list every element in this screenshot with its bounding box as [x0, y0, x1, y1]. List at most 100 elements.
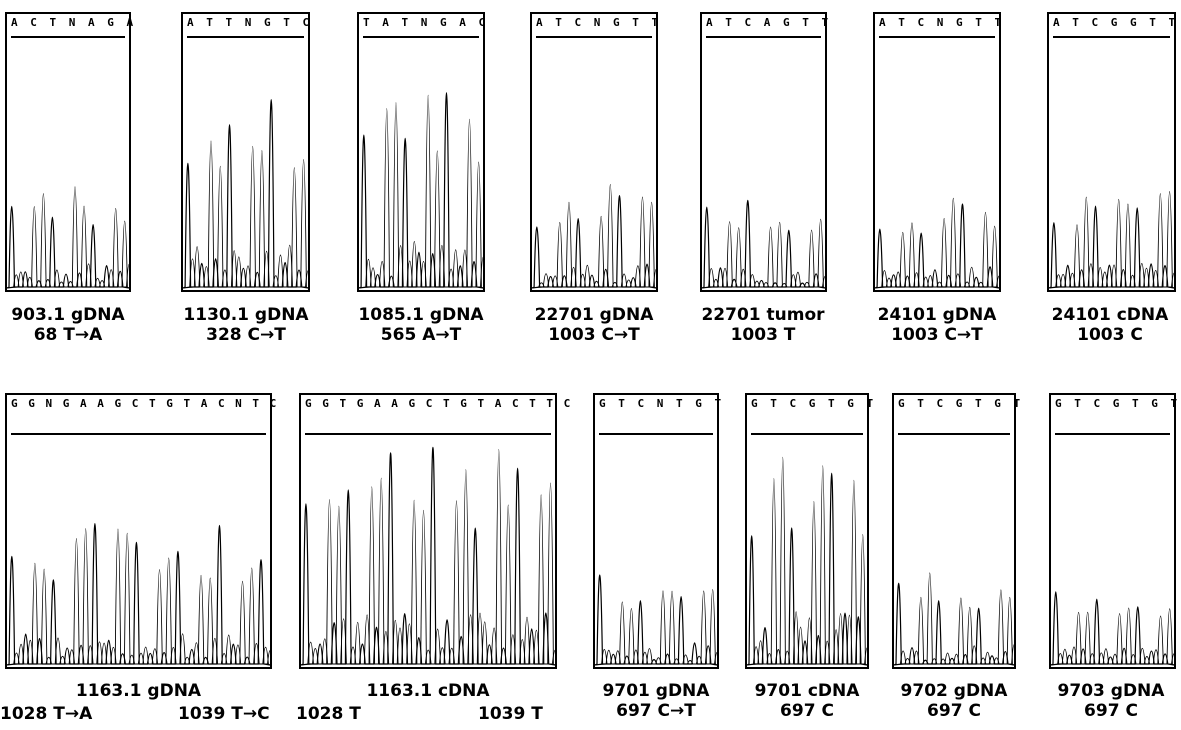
trace-line: [1049, 193, 1174, 289]
chromatogram-trace: [595, 574, 717, 666]
chromatogram-panel: G T C G T G T: [745, 393, 873, 669]
chromatogram-panel: A T C A G T T: [700, 12, 828, 292]
trace-line: [1049, 191, 1174, 289]
mutation-label-right: 1039 T: [478, 704, 543, 724]
sample-name: 1085.1 gDNA: [358, 305, 484, 325]
trace-line: [532, 184, 656, 289]
chromatogram-trace: [1049, 191, 1174, 289]
chromatogram-panel: A T C G G T T: [1047, 12, 1176, 292]
sample-name: 9702 gDNA: [900, 681, 1008, 701]
trace-line: [875, 203, 999, 289]
divider: [599, 433, 713, 435]
trace-line: [7, 206, 129, 289]
sequence-label: T A T N G A C: [363, 16, 489, 29]
sample-caption: 24101 cDNA 1003 C: [1042, 305, 1178, 345]
trace-line: [1049, 205, 1174, 289]
sample-name: 1163.1 cDNA: [366, 681, 490, 701]
chromatogram-trace: [1051, 591, 1174, 666]
sample-name: 24101 cDNA: [1051, 305, 1169, 325]
sample-caption: 22701 gDNA 1003 C→T: [525, 305, 663, 345]
divider: [11, 433, 266, 435]
trace-line: [747, 478, 867, 666]
chromatogram-panel: A T C N G T T: [530, 12, 658, 292]
chromatogram-panel: G T C G T G T: [1049, 393, 1177, 669]
sample-name: 1130.1 gDNA: [183, 305, 309, 325]
divider: [879, 36, 995, 38]
trace-line: [359, 102, 483, 289]
divider: [187, 36, 304, 38]
divider: [363, 36, 479, 38]
trace-line: [894, 583, 1014, 666]
trace-line: [183, 99, 308, 289]
mutation-label: 565 A→T: [380, 325, 462, 345]
trace-line: [702, 221, 825, 289]
sample-name: 22701 gDNA: [534, 305, 654, 325]
sample-caption: 903.1 gDNA 68 T→A: [5, 305, 131, 345]
mutation-label-left: 1028 T→A: [0, 704, 93, 724]
trace-line: [532, 196, 656, 289]
mutation-label-left: 1028 T: [296, 704, 361, 724]
sample-caption: 24101 gDNA 1003 C→T: [868, 305, 1006, 345]
chromatogram-trace: [532, 184, 656, 289]
mutation-label: 1003 C: [1077, 325, 1143, 345]
sample-name: 1163.1 gDNA: [75, 681, 202, 701]
sequence-label: A T C N G T T: [536, 16, 662, 29]
trace-line: [7, 193, 129, 289]
trace-line: [595, 574, 717, 666]
trace-line: [702, 218, 825, 289]
mutation-label: 1003 C→T: [548, 325, 640, 345]
divider: [305, 433, 551, 435]
chromatogram-panel: A T C N G T T: [873, 12, 1001, 292]
sequence-label: G T C G T G T: [898, 397, 1024, 410]
trace-line: [595, 589, 717, 666]
trace-line: [875, 212, 999, 289]
sequence-label: A T C G G T T: [1053, 16, 1179, 29]
sample-name: 903.1 gDNA: [11, 305, 125, 325]
sequence-label: A T T N G T C: [187, 16, 313, 29]
sequence-label: A C T N A G A: [11, 16, 137, 29]
chromatogram-panel: A T T N G T C: [181, 12, 310, 292]
sequence-label: A T C N G T T: [879, 16, 1005, 29]
sequence-label: G T C G T G T: [1055, 397, 1181, 410]
sample-caption: 1085.1 gDNA 565 A→T: [350, 305, 492, 345]
sequence-label: G T C N T G T: [599, 397, 725, 410]
trace-line: [7, 528, 270, 666]
divider: [898, 433, 1010, 435]
divider: [751, 433, 863, 435]
chromatogram-panel: G G T G A A G C T G T A C T T C: [299, 393, 570, 669]
sample-caption: 9703 gDNA 697 C: [1043, 681, 1179, 721]
mutation-label: 328 C→T: [206, 325, 286, 345]
chromatogram-panel: T A T N G A C: [357, 12, 485, 292]
trace-line: [894, 589, 1014, 666]
chromatogram-panel: G G N G A A G C T G T A C N T C: [5, 393, 276, 669]
mutation-label: 697 C: [780, 701, 834, 721]
chromatogram-trace: [301, 447, 555, 666]
chromatogram-trace: [359, 92, 483, 289]
sample-name: 9701 cDNA: [754, 681, 860, 701]
sample-caption: 9702 gDNA 697 C: [885, 681, 1023, 721]
trace-line: [183, 140, 308, 289]
divider: [1055, 433, 1170, 435]
trace-line: [301, 447, 555, 666]
sample-name: 24101 gDNA: [877, 305, 997, 325]
sample-caption: 9701 gDNA 697 C→T: [587, 681, 725, 721]
trace-line: [1051, 611, 1174, 666]
chromatogram-trace: [702, 199, 825, 289]
divider: [706, 36, 821, 38]
mutation-label: 697 C: [927, 701, 981, 721]
mutation-label: 697 C→T: [616, 701, 696, 721]
trace-line: [532, 194, 656, 289]
trace-line: [301, 448, 555, 666]
mutation-label: 1003 C→T: [891, 325, 983, 345]
sample-name: 9703 gDNA: [1057, 681, 1165, 701]
sample-caption: 9701 cDNA 697 C: [740, 681, 874, 721]
trace-line: [894, 572, 1014, 666]
divider: [11, 36, 125, 38]
chromatogram-panel: G T C N T G T: [593, 393, 721, 669]
chromatogram-trace: [747, 456, 867, 666]
sample-caption: 22701 tumor 1003 T: [693, 305, 833, 345]
mutation-label: 697 C: [1084, 701, 1138, 721]
divider: [536, 36, 652, 38]
chromatogram-panel: G T C G T G T: [892, 393, 1020, 669]
trace-line: [1051, 607, 1174, 666]
